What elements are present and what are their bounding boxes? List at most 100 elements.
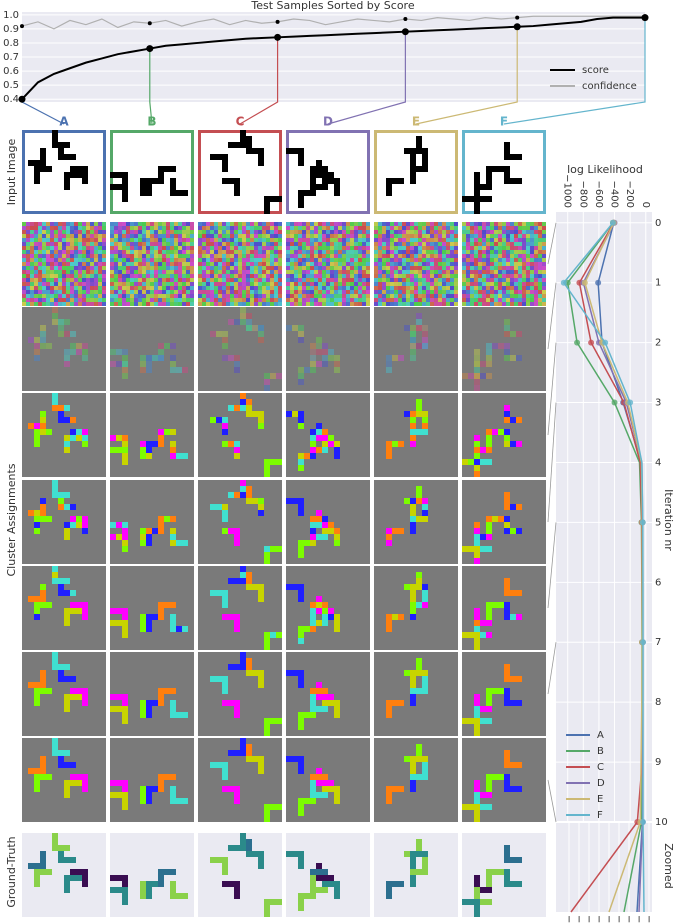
noise-pixel <box>182 298 186 302</box>
noise-pixel <box>502 238 506 242</box>
pixel <box>52 750 58 756</box>
pixel <box>422 331 428 337</box>
noise-pixel <box>170 274 174 278</box>
noise-pixel <box>110 242 114 246</box>
pixel <box>304 453 310 459</box>
noise-pixel <box>438 238 442 242</box>
noise-pixel <box>542 234 546 238</box>
noise-pixel <box>362 262 366 266</box>
noise-pixel <box>42 286 46 290</box>
noise-pixel <box>146 270 150 274</box>
noise-pixel <box>230 262 234 266</box>
noise-pixel <box>46 290 50 294</box>
pixel <box>122 373 128 379</box>
pixel <box>34 774 40 780</box>
pixel <box>258 160 264 166</box>
pixel <box>474 534 480 540</box>
pixel <box>386 361 392 367</box>
noise-pixel <box>86 250 90 254</box>
noise-pixel <box>306 278 310 282</box>
noise-pixel <box>358 294 362 298</box>
noise-pixel <box>450 290 454 294</box>
noise-pixel <box>134 290 138 294</box>
pixel <box>252 756 258 762</box>
noise-pixel <box>346 282 350 286</box>
pixel <box>462 718 468 724</box>
noise-pixel <box>462 238 466 242</box>
noise-pixel <box>326 262 330 266</box>
noise-pixel <box>466 282 470 286</box>
noise-pixel <box>298 270 302 274</box>
noise-pixel <box>238 266 242 270</box>
noise-pixel <box>38 290 42 294</box>
noise-pixel <box>530 274 534 278</box>
pixel <box>474 899 480 905</box>
noise-pixel <box>278 282 282 286</box>
noise-pixel <box>66 282 70 286</box>
pixel <box>474 718 480 724</box>
noise-pixel <box>306 254 310 258</box>
noise-pixel <box>182 246 186 250</box>
noise-pixel <box>262 234 266 238</box>
pixel <box>34 423 40 429</box>
pixel <box>122 361 128 367</box>
noise-pixel <box>254 302 258 306</box>
pixel <box>316 160 322 166</box>
pixel <box>504 845 510 851</box>
noise-pixel <box>422 222 426 226</box>
pixel <box>210 154 216 160</box>
noise-pixel <box>410 258 414 262</box>
pixel <box>322 620 328 626</box>
pixel <box>510 417 516 423</box>
noise-pixel <box>258 250 262 254</box>
pixel <box>322 361 328 367</box>
noise-pixel <box>378 230 382 234</box>
noise-pixel <box>482 258 486 262</box>
noise-pixel <box>158 270 162 274</box>
noise-pixel <box>154 278 158 282</box>
noise-pixel <box>58 254 62 258</box>
pixel <box>316 516 322 522</box>
pixel <box>462 632 468 638</box>
noise-pixel <box>270 238 274 242</box>
noise-pixel <box>274 274 278 278</box>
noise-pixel <box>470 298 474 302</box>
noise-pixel <box>222 234 226 238</box>
pixel <box>322 608 328 614</box>
noise-pixel <box>206 238 210 242</box>
noise-pixel <box>202 226 206 230</box>
noise-pixel <box>402 286 406 290</box>
noise-pixel <box>182 274 186 278</box>
noise-pixel <box>410 230 414 234</box>
noise-pixel <box>234 234 238 238</box>
pixel <box>474 453 480 459</box>
pixel <box>398 355 404 361</box>
pixel <box>410 349 416 355</box>
noise-pixel <box>478 286 482 290</box>
noise-pixel <box>118 278 122 282</box>
noise-pixel <box>354 230 358 234</box>
pixel <box>170 190 176 196</box>
noise-pixel <box>386 262 390 266</box>
noise-pixel <box>354 294 358 298</box>
noise-pixel <box>222 222 226 226</box>
noise-pixel <box>198 274 202 278</box>
pixel <box>176 367 182 373</box>
noise-pixel <box>50 242 54 246</box>
noise-pixel <box>374 242 378 246</box>
noise-pixel <box>74 290 78 294</box>
noise-pixel <box>530 246 534 250</box>
noise-pixel <box>502 302 506 306</box>
noise-pixel <box>198 258 202 262</box>
pixel <box>316 875 322 881</box>
noise-pixel <box>278 298 282 302</box>
noise-pixel <box>102 282 106 286</box>
noise-pixel <box>286 286 290 290</box>
noise-pixel <box>358 230 362 234</box>
noise-pixel <box>218 230 222 234</box>
pixel <box>298 373 304 379</box>
noise-pixel <box>142 298 146 302</box>
noise-pixel <box>510 246 514 250</box>
noise-pixel <box>110 262 114 266</box>
noise-pixel <box>50 274 54 278</box>
